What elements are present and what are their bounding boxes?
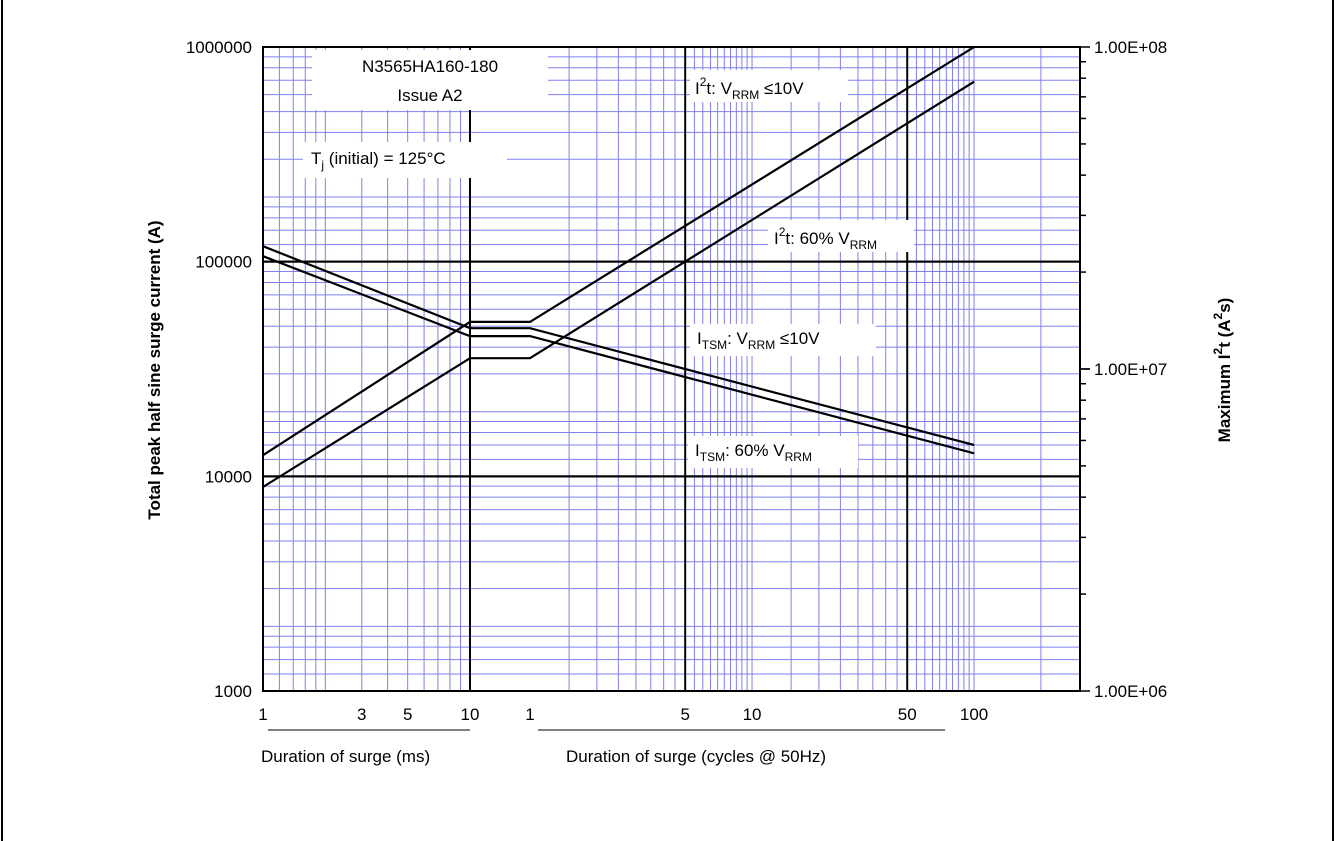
left-tick-label: 1000 [214,682,252,701]
y2-end: s) [1215,298,1234,313]
itsm10-sub2: RRM [748,338,775,352]
series-label-itsm60: ITSM: 60% VRRM [695,441,812,464]
condition-label: Tj (initial) = 125°C [311,149,446,172]
x-tick-label: 5 [680,705,689,724]
x-tick-label: 100 [960,705,988,724]
i2t10-pre: I [695,79,700,98]
chart-title: N3565HA160-180 [362,57,498,76]
series-label-i2t60: I2t: 60% VRRM [774,225,877,252]
i2t60-pre: I [774,229,779,248]
x-tick-label: 1 [525,705,534,724]
title-box-bg [312,50,548,110]
itsm10-sub: TSM [702,338,727,352]
series-lines [262,46,975,488]
chart-subtitle: Issue A2 [397,86,462,105]
i2t10-end: ≤10V [759,79,804,98]
x-tick-label: 3 [357,705,366,724]
i2t60-sub: RRM [850,238,877,252]
label-bg-i2t60 [768,220,914,252]
x-tick-label: 10 [461,705,480,724]
xlabel-ms: Duration of surge (ms) [261,747,430,766]
grid-minor [263,47,1081,691]
label-bg-i2t10 [690,70,848,102]
condition-rest: (initial) = 125°C [324,149,446,168]
itsm60-sub2: RRM [785,450,812,464]
itsm10-pre: I [697,329,702,348]
y2-main: Maximum I [1215,354,1234,442]
series-line-i2t60 [262,80,975,488]
itsm10-end: ≤10V [775,329,820,348]
condition-sub: j [320,158,324,172]
itsm10-mid: : V [727,329,748,348]
x-tick-label: 50 [898,705,917,724]
itsm60-sub: TSM [700,450,725,464]
series-line-i2t10 [262,46,975,457]
y2-sup2: 2 [1211,312,1225,319]
left-tick-label: 10000 [205,467,252,486]
left-tick-labels: 1000 10000 100000 1000000 [186,38,252,701]
left-tick-label: 100000 [195,253,252,272]
y-axis-title-right: Maximum I2t (A2s) [1211,298,1234,443]
y2-sup1: 2 [1211,347,1225,354]
right-tick-label: 1.00E+08 [1094,38,1167,57]
right-tick-labels: 1.00E+06 1.00E+07 1.00E+08 [1094,38,1167,701]
y2-mid: t (A [1215,319,1234,347]
condition-box-bg [303,142,507,178]
series-label-itsm10: ITSM: VRRM ≤10V [697,329,820,352]
i2t60-sup: 2 [779,225,786,239]
itsm60-mid: : 60% V [725,441,785,460]
label-bg-itsm10 [690,324,876,356]
series-label-i2t10: I2t: VRRM ≤10V [695,75,804,102]
left-tick-label: 1000000 [186,38,252,57]
x-tick-label: 10 [743,705,762,724]
i2t60-mid: t: 60% V [785,229,850,248]
i2t10-sup: 2 [700,75,707,89]
xlabel-cycles: Duration of surge (cycles @ 50Hz) [566,747,826,766]
series-line-itsm10 [262,245,975,447]
right-tick-marks [1080,46,1090,692]
i2t10-mid: t: V [706,79,732,98]
right-tick-label: 1.00E+06 [1094,682,1167,701]
x-tick-label: 5 [403,705,412,724]
x-tick-label: 1 [258,705,267,724]
right-tick-label: 1.00E+07 [1094,360,1167,379]
label-bg-itsm60 [688,436,858,468]
i2t10-sub: RRM [732,88,759,102]
condition-t: T [311,149,321,168]
y-axis-title-left: Total peak half sine surge current (A) [145,220,164,519]
series-line-itsm60 [262,255,975,455]
itsm60-pre: I [695,441,700,460]
x-tick-labels: 1 3 5 10 1 5 10 50 100 [258,705,988,724]
